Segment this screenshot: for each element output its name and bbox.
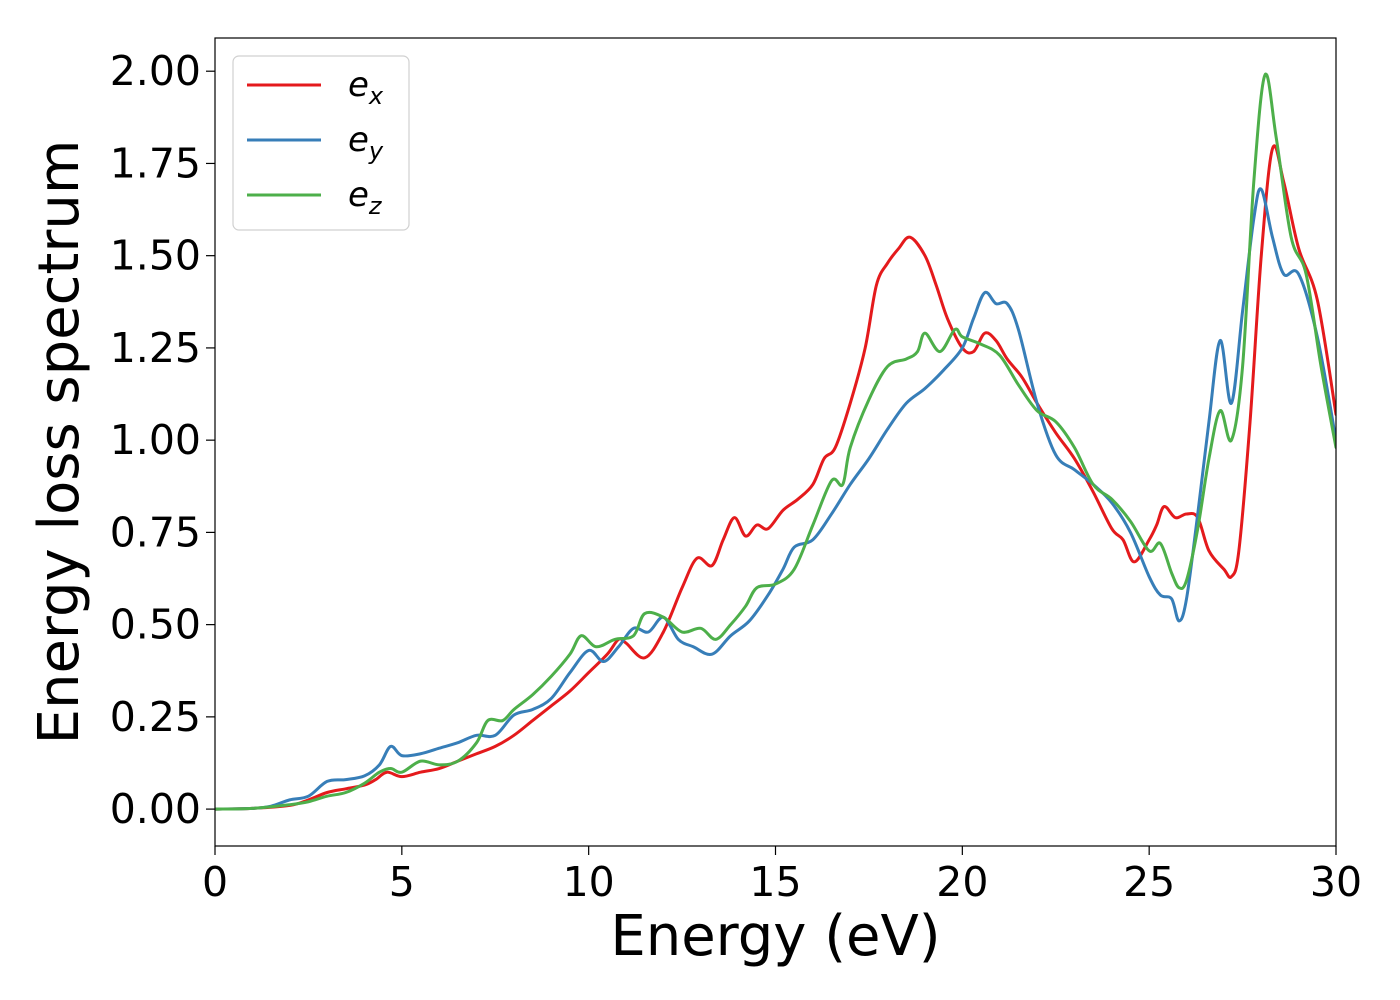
series-line-y [215, 187, 1336, 811]
y-tick-label: 1.00 [110, 416, 201, 464]
x-tick-label: 10 [563, 858, 615, 906]
legend: ex ey ez [232, 55, 410, 231]
y-tick-label: 0.50 [110, 601, 201, 649]
series-line-z [215, 72, 1336, 811]
x-tick-label: 15 [749, 858, 801, 906]
legend-box [232, 55, 410, 231]
x-tick-label: 25 [1123, 858, 1175, 906]
y-tick-label: 0.25 [110, 693, 201, 741]
y-tick-label: 1.75 [110, 139, 201, 187]
axes: 0 5 10 15 20 25 30 0.00 0.25 0.50 0.75 1.00 1.25 1.50… [27, 37, 1362, 969]
x-axis-label: Energy (eV) [610, 904, 940, 969]
legend-label-x: ex [348, 65, 384, 110]
legend-label-y: ey [348, 120, 384, 165]
y-tick-label: 1.50 [110, 232, 201, 280]
x-tick-label: 0 [202, 858, 228, 906]
x-tick-label: 20 [936, 858, 988, 906]
legend-label-z: ez [348, 175, 383, 220]
y-axis-label: Energy loss spectrum [27, 140, 92, 745]
series-line-x [215, 144, 1336, 811]
y-tick-label: 2.00 [110, 47, 201, 95]
y-tick-label: 0.75 [110, 508, 201, 556]
series-lines [215, 72, 1336, 811]
x-tick-label: 5 [389, 858, 415, 906]
x-tick-label: 30 [1310, 858, 1362, 906]
y-tick-label: 0.00 [110, 785, 201, 833]
y-tick-label: 1.25 [110, 324, 201, 372]
